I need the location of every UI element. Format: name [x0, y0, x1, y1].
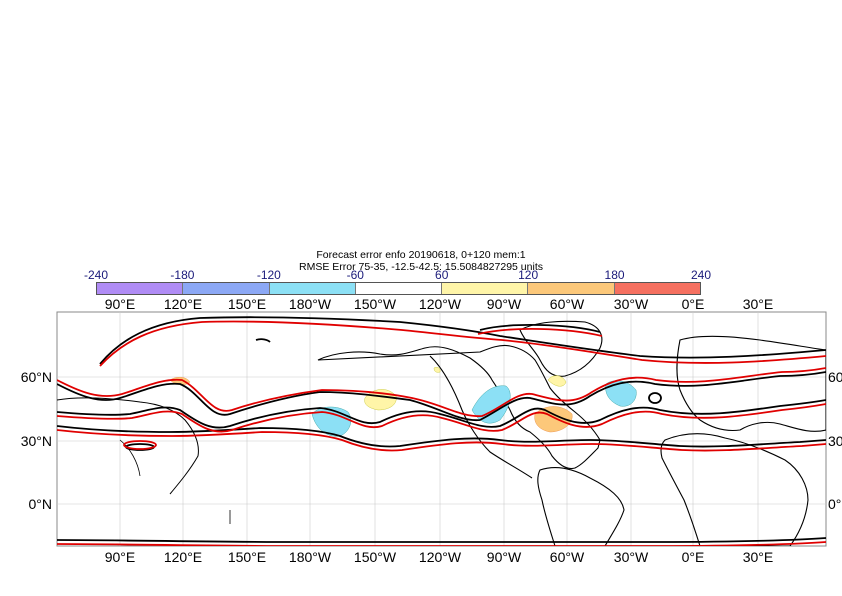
lon-label-bottom: 90°W	[487, 549, 522, 565]
lon-label-bottom: 120°W	[419, 549, 462, 565]
lon-label-top: 90°W	[487, 296, 522, 312]
lon-label-top: 150°W	[354, 296, 397, 312]
lon-label-bottom: 30°W	[614, 549, 649, 565]
colorbar-segment	[528, 283, 615, 294]
lon-label-top: 120°W	[419, 296, 462, 312]
colorbar-segment	[183, 283, 270, 294]
coastlines	[57, 320, 826, 546]
colorbar-segment	[614, 283, 700, 294]
lat-label-left: 60°N	[21, 369, 52, 385]
lon-label-top: 30°E	[743, 296, 774, 312]
lon-label-top: 0°E	[682, 296, 705, 312]
colorbar-tick-label: 180	[604, 268, 625, 282]
lon-label-top: 60°W	[550, 296, 585, 312]
colorbar-segment	[269, 283, 356, 294]
lon-label-top: 120°E	[164, 296, 202, 312]
lon-label-bottom: 30°E	[743, 549, 774, 565]
lon-labels-bottom: 90°E 120°E 150°E 180°W 150°W 120°W 90°W 60°W 30°…	[105, 549, 774, 565]
lon-label-bottom: 90°E	[105, 549, 136, 565]
lat-labels-left: 60°N 30°N 0°N	[21, 369, 52, 512]
lon-labels-top: 90°E 120°E 150°E 180°W 150°W 120°W 90°W 60°W 30°…	[105, 296, 774, 312]
colorbar-tick-label: 60	[435, 268, 449, 282]
lat-label-left: 0°N	[29, 496, 53, 512]
lon-label-bottom: 180°W	[289, 549, 332, 565]
colorbar-tick-label: 240	[690, 268, 712, 282]
chart-subtitle: RMSE Error 75-35, -12.5-42.5: 15.5084827…	[299, 261, 543, 273]
chart-title: Forecast error enfo 20190618, 0+120 mem:…	[316, 249, 526, 261]
lon-label-bottom: 0°E	[682, 549, 705, 565]
lon-label-bottom: 120°E	[164, 549, 202, 565]
colorbar-tick-label: -240	[83, 268, 109, 282]
map-frame	[56, 311, 827, 547]
lat-label-right: 30°	[828, 433, 842, 449]
colorbar	[96, 282, 701, 295]
lat-labels-right: 60° 30° 0°	[828, 369, 842, 512]
colorbar-segment	[355, 283, 443, 294]
colorbar-tick-label: 120	[518, 268, 539, 282]
colorbar-segment	[442, 283, 529, 294]
lon-label-top: 30°W	[614, 296, 649, 312]
colorbar-tick-label: -180	[170, 268, 195, 282]
lon-label-bottom: 150°E	[228, 549, 266, 565]
lon-label-top: 90°E	[105, 296, 136, 312]
lon-label-bottom: 150°W	[354, 549, 397, 565]
contours	[57, 316, 826, 546]
lon-label-top: 150°E	[228, 296, 266, 312]
colorbar-segment	[97, 283, 184, 294]
lat-label-right: 60°	[828, 369, 842, 385]
lon-label-bottom: 60°W	[550, 549, 585, 565]
colorbar-tick-label: -60	[346, 268, 364, 282]
colorbar-tick-label: -120	[256, 268, 281, 282]
lon-label-top: 180°W	[289, 296, 332, 312]
lat-label-right: 0°	[828, 496, 841, 512]
lat-label-left: 30°N	[21, 433, 52, 449]
